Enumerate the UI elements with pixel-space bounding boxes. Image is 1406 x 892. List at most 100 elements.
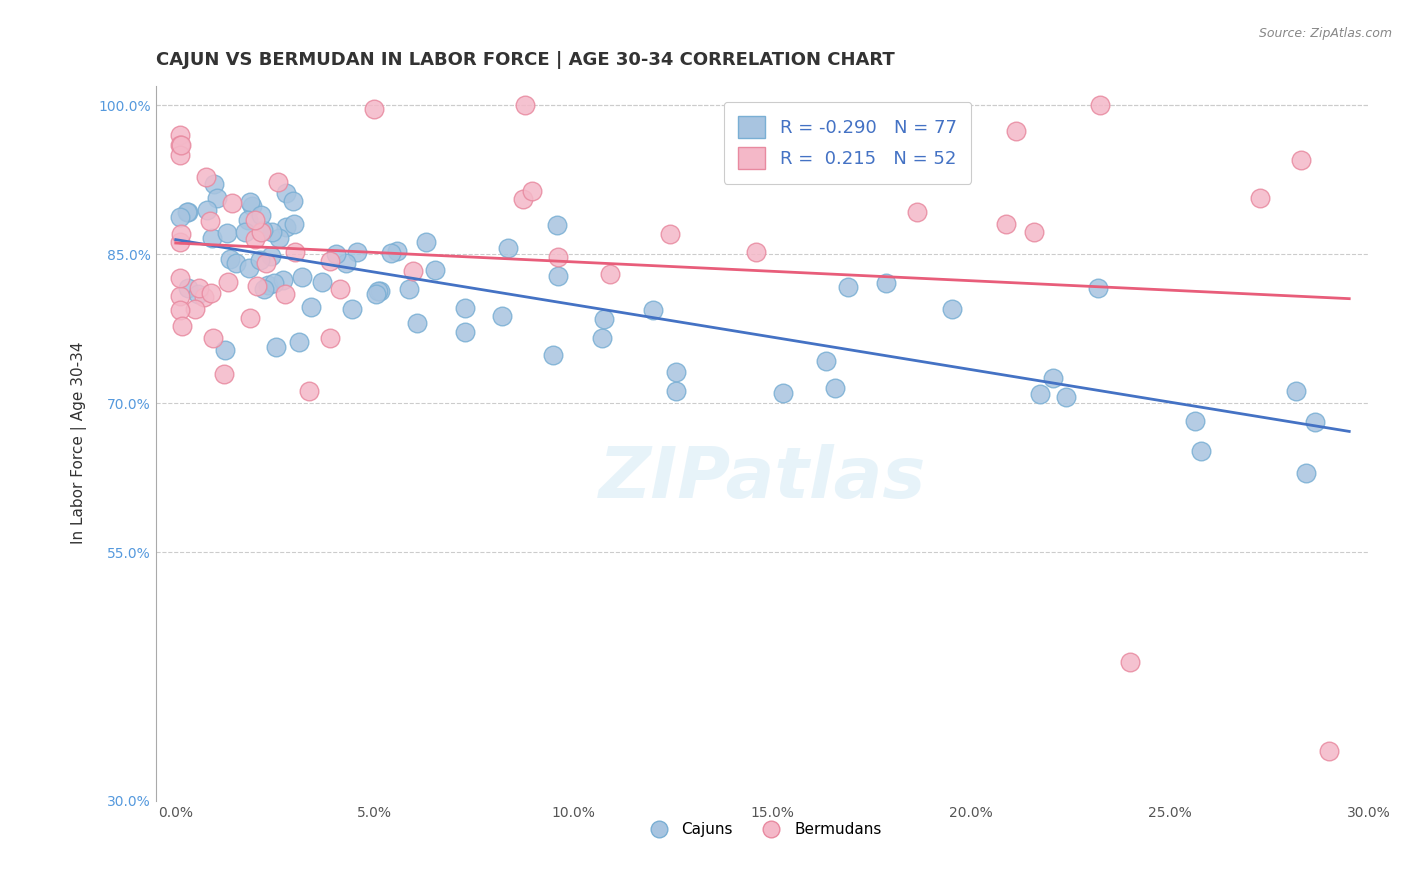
Point	[1029, 387, 1052, 401]
Point	[214, 343, 236, 358]
Point	[202, 177, 225, 191]
Point	[364, 287, 387, 301]
Point	[170, 319, 193, 334]
Point	[641, 302, 664, 317]
Point	[264, 340, 287, 354]
Point	[340, 302, 363, 317]
Point	[217, 226, 239, 240]
Point	[599, 267, 621, 281]
Point	[169, 235, 191, 250]
Point	[665, 384, 688, 398]
Point	[266, 175, 288, 189]
Point	[453, 301, 475, 315]
Point	[169, 138, 191, 153]
Point	[335, 256, 357, 270]
Point	[363, 103, 385, 117]
Point	[1054, 390, 1077, 404]
Point	[243, 232, 266, 246]
Point	[844, 132, 866, 146]
Point	[346, 245, 368, 260]
Point	[423, 262, 446, 277]
Point	[250, 208, 273, 222]
Point	[287, 335, 309, 350]
Point	[659, 227, 682, 242]
Point	[520, 184, 543, 198]
Point	[217, 275, 239, 289]
Point	[177, 281, 200, 295]
Text: Source: ZipAtlas.com: Source: ZipAtlas.com	[1258, 27, 1392, 40]
Point	[515, 98, 537, 112]
Point	[169, 148, 191, 162]
Point	[1005, 124, 1028, 138]
Legend: Cajuns, Bermudans: Cajuns, Bermudans	[637, 816, 887, 843]
Point	[184, 301, 207, 316]
Point	[169, 138, 191, 153]
Point	[239, 311, 262, 326]
Point	[905, 204, 928, 219]
Point	[496, 241, 519, 255]
Point	[274, 287, 297, 301]
Point	[225, 256, 247, 270]
Point	[188, 280, 211, 294]
Point	[824, 381, 846, 395]
Point	[238, 212, 260, 227]
Point	[239, 194, 262, 209]
Point	[207, 191, 229, 205]
Point	[380, 246, 402, 260]
Point	[401, 264, 423, 278]
Point	[1289, 153, 1312, 167]
Point	[745, 244, 768, 259]
Point	[1295, 466, 1317, 480]
Point	[263, 276, 285, 290]
Point	[1191, 444, 1213, 458]
Point	[221, 196, 243, 211]
Point	[591, 331, 613, 345]
Point	[187, 286, 209, 301]
Point	[271, 273, 294, 287]
Point	[664, 365, 686, 379]
Point	[325, 247, 347, 261]
Point	[169, 289, 191, 303]
Text: CAJUN VS BERMUDAN IN LABOR FORCE | AGE 30-34 CORRELATION CHART: CAJUN VS BERMUDAN IN LABOR FORCE | AGE 3…	[156, 51, 894, 69]
Point	[276, 220, 298, 235]
Point	[837, 280, 859, 294]
Point	[260, 225, 283, 239]
Point	[875, 276, 897, 290]
Point	[284, 245, 307, 260]
Point	[491, 309, 513, 323]
Point	[169, 303, 191, 318]
Point	[385, 244, 408, 258]
Point	[1249, 191, 1271, 205]
Point	[299, 300, 322, 314]
Point	[994, 217, 1017, 231]
Point	[249, 252, 271, 267]
Point	[814, 354, 837, 368]
Point	[283, 217, 305, 231]
Point	[260, 249, 283, 263]
Point	[398, 282, 420, 296]
Point	[200, 285, 222, 300]
Point	[169, 210, 191, 224]
Point	[218, 252, 240, 266]
Point	[547, 250, 569, 264]
Point	[245, 212, 267, 227]
Y-axis label: In Labor Force | Age 30-34: In Labor Force | Age 30-34	[72, 342, 87, 544]
Point	[454, 325, 477, 339]
Point	[283, 194, 305, 209]
Point	[252, 223, 274, 237]
Point	[267, 230, 290, 244]
Point	[176, 205, 198, 219]
Point	[212, 367, 235, 381]
Point	[1285, 384, 1308, 398]
Point	[169, 270, 191, 285]
Point	[253, 282, 276, 296]
Point	[201, 231, 224, 245]
Point	[176, 204, 198, 219]
Point	[240, 199, 263, 213]
Point	[367, 284, 389, 298]
Point	[193, 289, 215, 303]
Point	[1119, 655, 1142, 669]
Point	[772, 386, 794, 401]
Point	[195, 169, 218, 184]
Point	[197, 202, 219, 217]
